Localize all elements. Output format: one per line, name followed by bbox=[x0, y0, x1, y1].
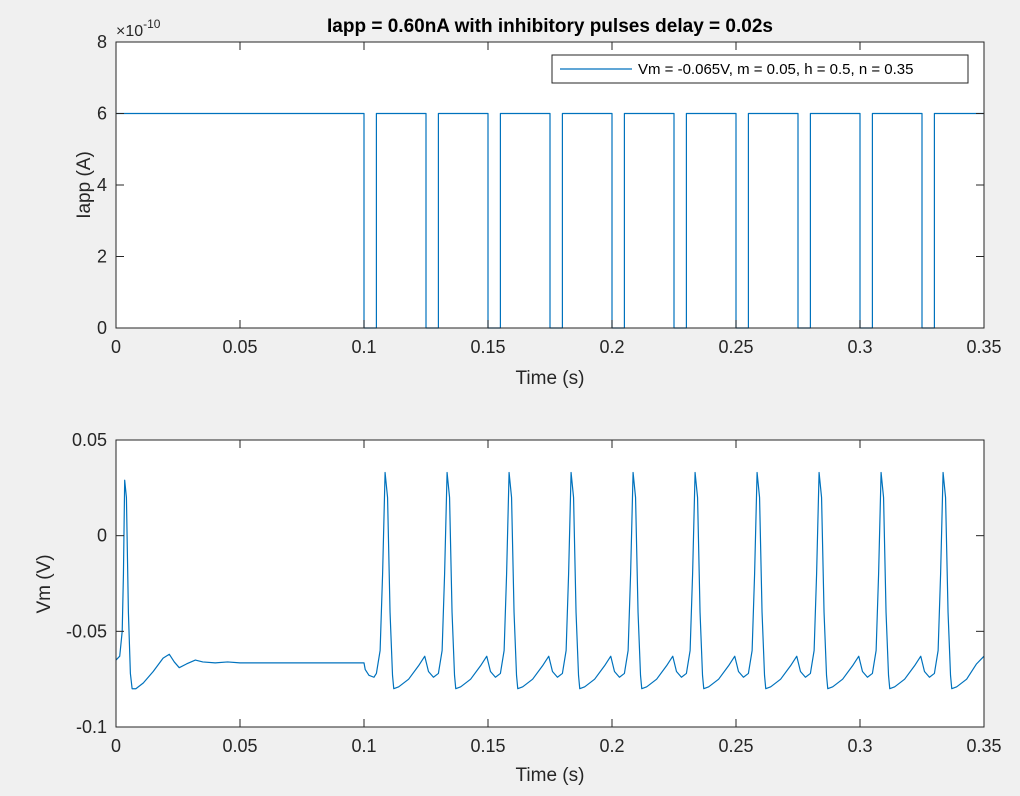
vm-plot-frame bbox=[115, 439, 985, 728]
iapp-legend: Vm = -0.065V, m = 0.05, h = 0.5, n = 0.3… bbox=[551, 54, 969, 84]
iapp-y-tick-label: 0 bbox=[97, 318, 107, 338]
iapp-x-tick-label: 0.1 bbox=[351, 337, 376, 357]
vm-x-tick-label: 0.25 bbox=[718, 736, 753, 756]
iapp-x-tick-label: 0.35 bbox=[966, 337, 1001, 357]
vm-plot-area bbox=[116, 440, 984, 727]
iapp-y-ticks: 0 2 4 6 8 bbox=[97, 32, 984, 338]
iapp-y-exponent: ×10-10 bbox=[116, 17, 161, 40]
vm-plot: 0 0.05 0.1 0.15 0.2 0.25 0.3 0.35 -0.1 -0.05 0 0.0… bbox=[34, 430, 1002, 786]
iapp-plot: Iapp = 0.60nA with inhibitory pulses del… bbox=[74, 16, 1002, 389]
iapp-x-axis-label: Time (s) bbox=[516, 368, 585, 389]
vm-y-tick-label: 0 bbox=[97, 526, 107, 546]
vm-x-tick-label: 0.15 bbox=[470, 736, 505, 756]
vm-x-tick-label: 0.2 bbox=[599, 736, 624, 756]
vm-y-tick-label: 0.05 bbox=[72, 430, 107, 450]
vm-x-tick-label: 0.05 bbox=[222, 736, 257, 756]
vm-y-axis-label: Vm (V) bbox=[34, 554, 55, 613]
vm-y-tick-label: -0.1 bbox=[76, 717, 107, 737]
iapp-y-tick-label: 8 bbox=[97, 32, 107, 52]
vm-x-axis-label: Time (s) bbox=[516, 765, 585, 786]
vm-y-ticks: -0.1 -0.05 0 0.05 bbox=[66, 430, 984, 737]
iapp-y-axis-label: Iapp (A) bbox=[74, 151, 95, 219]
iapp-y-tick-label: 6 bbox=[97, 104, 107, 124]
vm-x-tick-label: 0.3 bbox=[847, 736, 872, 756]
iapp-x-tick-label: 0.05 bbox=[222, 337, 257, 357]
legend-entry-label: Vm = -0.065V, m = 0.05, h = 0.5, n = 0.3… bbox=[638, 61, 913, 78]
vm-x-ticks: 0 0.05 0.1 0.15 0.2 0.25 0.3 0.35 bbox=[111, 440, 1002, 756]
iapp-plot-title: Iapp = 0.60nA with inhibitory pulses del… bbox=[327, 16, 773, 37]
iapp-x-tick-label: 0.3 bbox=[847, 337, 872, 357]
vm-y-tick-label: -0.05 bbox=[66, 621, 107, 641]
iapp-x-tick-label: 0.2 bbox=[599, 337, 624, 357]
vm-x-tick-label: 0.35 bbox=[966, 736, 1001, 756]
vm-series-line-0 bbox=[115, 471, 985, 690]
iapp-y-tick-label: 2 bbox=[97, 247, 107, 267]
vm-x-tick-label: 0 bbox=[111, 736, 121, 756]
iapp-x-tick-label: 0.25 bbox=[718, 337, 753, 357]
iapp-x-tick-label: 0.15 bbox=[470, 337, 505, 357]
iapp-y-tick-label: 4 bbox=[97, 175, 107, 195]
iapp-x-tick-label: 0 bbox=[111, 337, 121, 357]
vm-x-tick-label: 0.1 bbox=[351, 736, 376, 756]
iapp-x-ticks: 0 0.05 0.1 0.15 0.2 0.25 0.3 0.35 bbox=[111, 42, 1002, 357]
vm-series-layer bbox=[115, 471, 985, 690]
